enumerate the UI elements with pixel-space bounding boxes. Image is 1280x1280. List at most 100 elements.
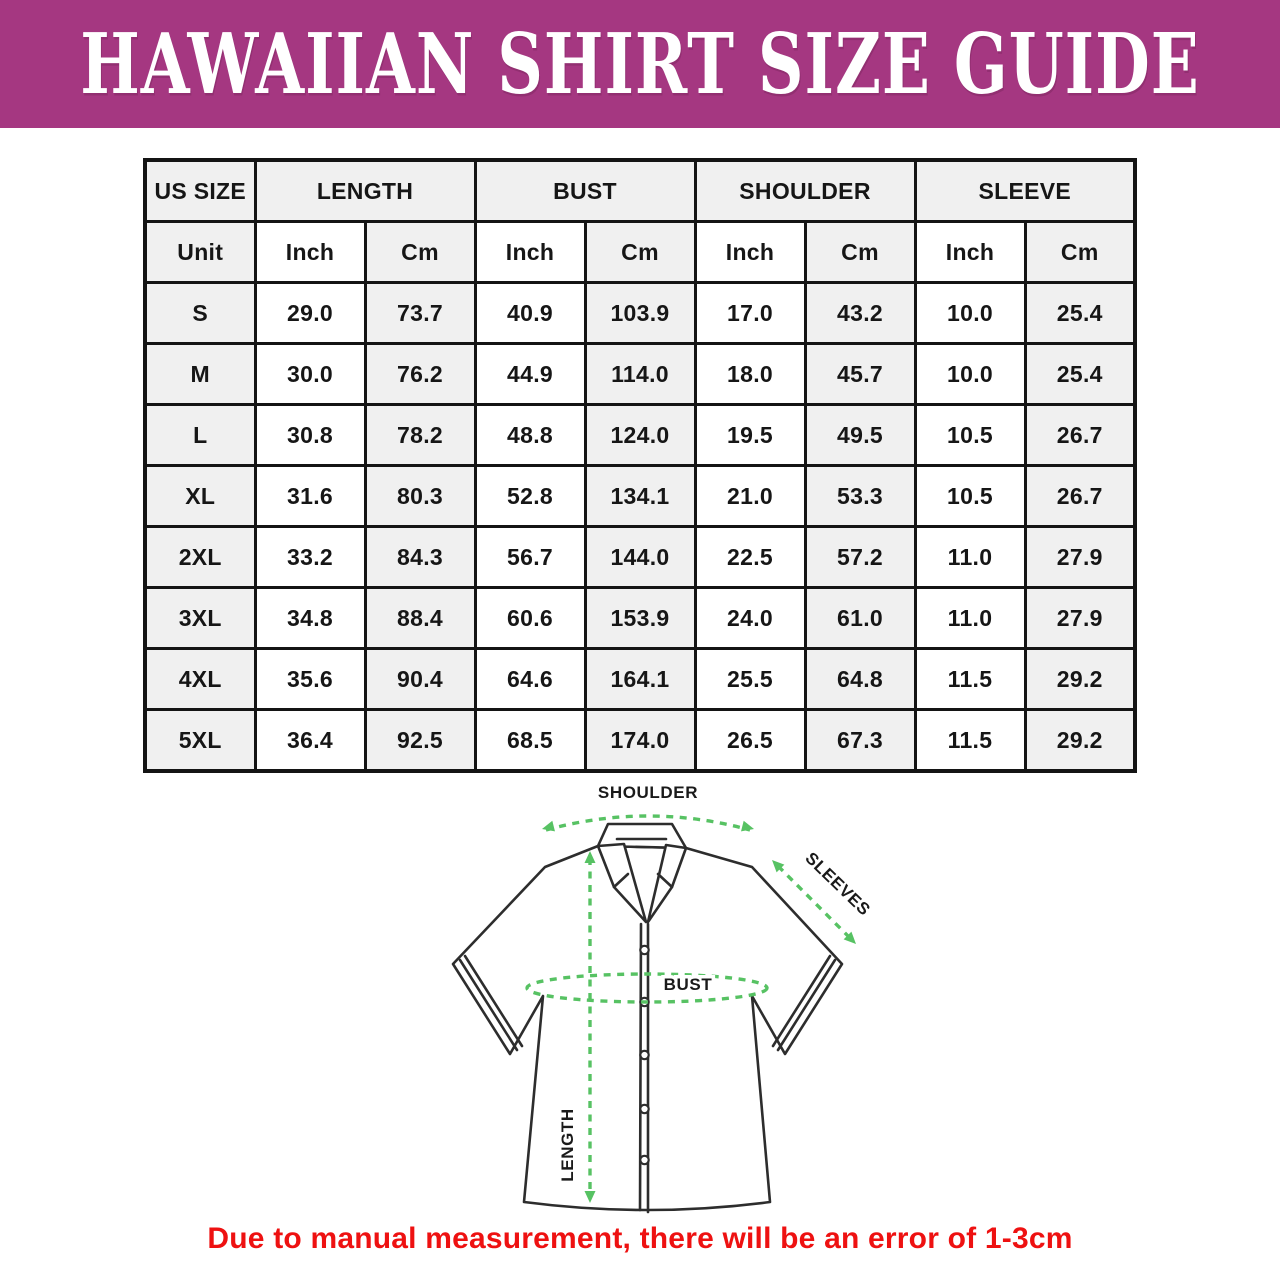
- table-cell: 30.8: [253, 403, 367, 467]
- table-cell: 61.0: [803, 586, 917, 650]
- table-cell: 22.5: [693, 525, 807, 589]
- page-title: HAWAIIAN SHIRT SIZE GUIDE: [80, 15, 1200, 113]
- table-row-s: S 29.0 73.7 40.9 103.9 17.0 43.2 10.0 25…: [143, 281, 1137, 345]
- table-row-m: M 30.0 76.2 44.9 114.0 18.0 45.7 10.0 25…: [143, 342, 1137, 406]
- table-cell: 44.9: [473, 342, 587, 406]
- unit-cell: Unit: [143, 220, 257, 284]
- table-cell: 27.9: [1023, 525, 1137, 589]
- table-cell: 25.4: [1023, 342, 1137, 406]
- table-row-l: L 30.8 78.2 48.8 124.0 19.5 49.5 10.5 26…: [143, 403, 1137, 467]
- table-cell: 11.5: [913, 647, 1027, 711]
- table-cell: 29.2: [1023, 708, 1137, 773]
- unit-cell: Inch: [253, 220, 367, 284]
- table-row-3xl: 3XL 34.8 88.4 60.6 153.9 24.0 61.0 11.0 …: [143, 586, 1137, 650]
- table-cell: 21.0: [693, 464, 807, 528]
- unit-cell: Cm: [583, 220, 697, 284]
- table-cell: 40.9: [473, 281, 587, 345]
- table-cell: 52.8: [473, 464, 587, 528]
- table-cell: 10.5: [913, 403, 1027, 467]
- table-cell: 164.1: [583, 647, 697, 711]
- table-cell: 78.2: [363, 403, 477, 467]
- size-cell: 2XL: [143, 525, 257, 589]
- table-cell: 29.0: [253, 281, 367, 345]
- unit-cell: Inch: [693, 220, 807, 284]
- table-row-4xl: 4XL 35.6 90.4 64.6 164.1 25.5 64.8 11.5 …: [143, 647, 1137, 711]
- table-cell: 134.1: [583, 464, 697, 528]
- table-cell: 26.7: [1023, 403, 1137, 467]
- table-cell: 24.0: [693, 586, 807, 650]
- table-cell: 36.4: [253, 708, 367, 773]
- table-cell: 53.3: [803, 464, 917, 528]
- table-cell: 124.0: [583, 403, 697, 467]
- bust-arrow: [525, 972, 769, 1004]
- size-cell: M: [143, 342, 257, 406]
- sleeves-label: SLEEVES: [802, 849, 875, 920]
- table-cell: 10.0: [913, 342, 1027, 406]
- size-cell: 4XL: [143, 647, 257, 711]
- table-cell: 19.5: [693, 403, 807, 467]
- table-cell: 153.9: [583, 586, 697, 650]
- table-cell: 68.5: [473, 708, 587, 773]
- table-cell: 114.0: [583, 342, 697, 406]
- shoulder-arrow: [545, 814, 751, 832]
- table-unit-row: Unit Inch Cm Inch Cm Inch Cm Inch Cm: [143, 220, 1137, 284]
- table-cell: 31.6: [253, 464, 367, 528]
- size-cell: 5XL: [143, 708, 257, 773]
- table-row-xl: XL 31.6 80.3 52.8 134.1 21.0 53.3 10.5 2…: [143, 464, 1137, 528]
- table-cell: 25.5: [693, 647, 807, 711]
- table-cell: 49.5: [803, 403, 917, 467]
- column-header-length: LENGTH: [253, 158, 477, 223]
- measurement-disclaimer: Due to manual measurement, there will be…: [207, 1222, 1073, 1255]
- size-cell: S: [143, 281, 257, 345]
- table-cell: 57.2: [803, 525, 917, 589]
- table-cell: 92.5: [363, 708, 477, 773]
- table-cell: 10.5: [913, 464, 1027, 528]
- table-cell: 73.7: [363, 281, 477, 345]
- table-cell: 25.4: [1023, 281, 1137, 345]
- unit-cell: Cm: [363, 220, 477, 284]
- table-cell: 64.8: [803, 647, 917, 711]
- table-cell: 67.3: [803, 708, 917, 773]
- shirt-collar: [596, 822, 688, 850]
- unit-cell: Cm: [1023, 220, 1137, 284]
- table-cell: 45.7: [803, 342, 917, 406]
- table-cell: 26.5: [693, 708, 807, 773]
- shoulder-label: SHOULDER: [598, 783, 698, 802]
- table-cell: 64.6: [473, 647, 587, 711]
- table-cell: 88.4: [363, 586, 477, 650]
- table-cell: 76.2: [363, 342, 477, 406]
- column-header-bust: BUST: [473, 158, 697, 223]
- table-cell: 103.9: [583, 281, 697, 345]
- table-row-5xl: 5XL 36.4 92.5 68.5 174.0 26.5 67.3 11.5 …: [143, 708, 1137, 773]
- unit-cell: Inch: [473, 220, 587, 284]
- table-cell: 11.0: [913, 586, 1027, 650]
- table-cell: 18.0: [693, 342, 807, 406]
- table-cell: 84.3: [363, 525, 477, 589]
- bust-label: BUST: [664, 975, 713, 994]
- table-row-2xl: 2XL 33.2 84.3 56.7 144.0 22.5 57.2 11.0 …: [143, 525, 1137, 589]
- shirt-outline-icon: [451, 822, 844, 1214]
- table-cell: 26.7: [1023, 464, 1137, 528]
- column-header-shoulder: SHOULDER: [693, 158, 917, 223]
- table-cell: 174.0: [583, 708, 697, 773]
- table-cell: 35.6: [253, 647, 367, 711]
- table-cell: 48.8: [473, 403, 587, 467]
- table-cell: 30.0: [253, 342, 367, 406]
- size-cell: XL: [143, 464, 257, 528]
- header-banner: HAWAIIAN SHIRT SIZE GUIDE: [0, 0, 1280, 128]
- shirt-measurement-diagram: SHOULDER SLEEVES BUST LENGTH: [451, 783, 875, 1214]
- column-header-sleeve: SLEEVE: [913, 158, 1137, 223]
- table-cell: 90.4: [363, 647, 477, 711]
- table-cell: 56.7: [473, 525, 587, 589]
- table-cell: 10.0: [913, 281, 1027, 345]
- shirt-placket: [638, 922, 643, 1212]
- table-cell: 11.0: [913, 525, 1027, 589]
- unit-cell: Cm: [803, 220, 917, 284]
- table-cell: 60.6: [473, 586, 587, 650]
- length-label: LENGTH: [558, 1108, 577, 1181]
- table-cell: 11.5: [913, 708, 1027, 773]
- sleeves-arrow: [776, 864, 852, 940]
- size-cell: 3XL: [143, 586, 257, 650]
- table-group-header-row: US SIZE LENGTH BUST SHOULDER SLEEVE: [143, 158, 1137, 223]
- size-cell: L: [143, 403, 257, 467]
